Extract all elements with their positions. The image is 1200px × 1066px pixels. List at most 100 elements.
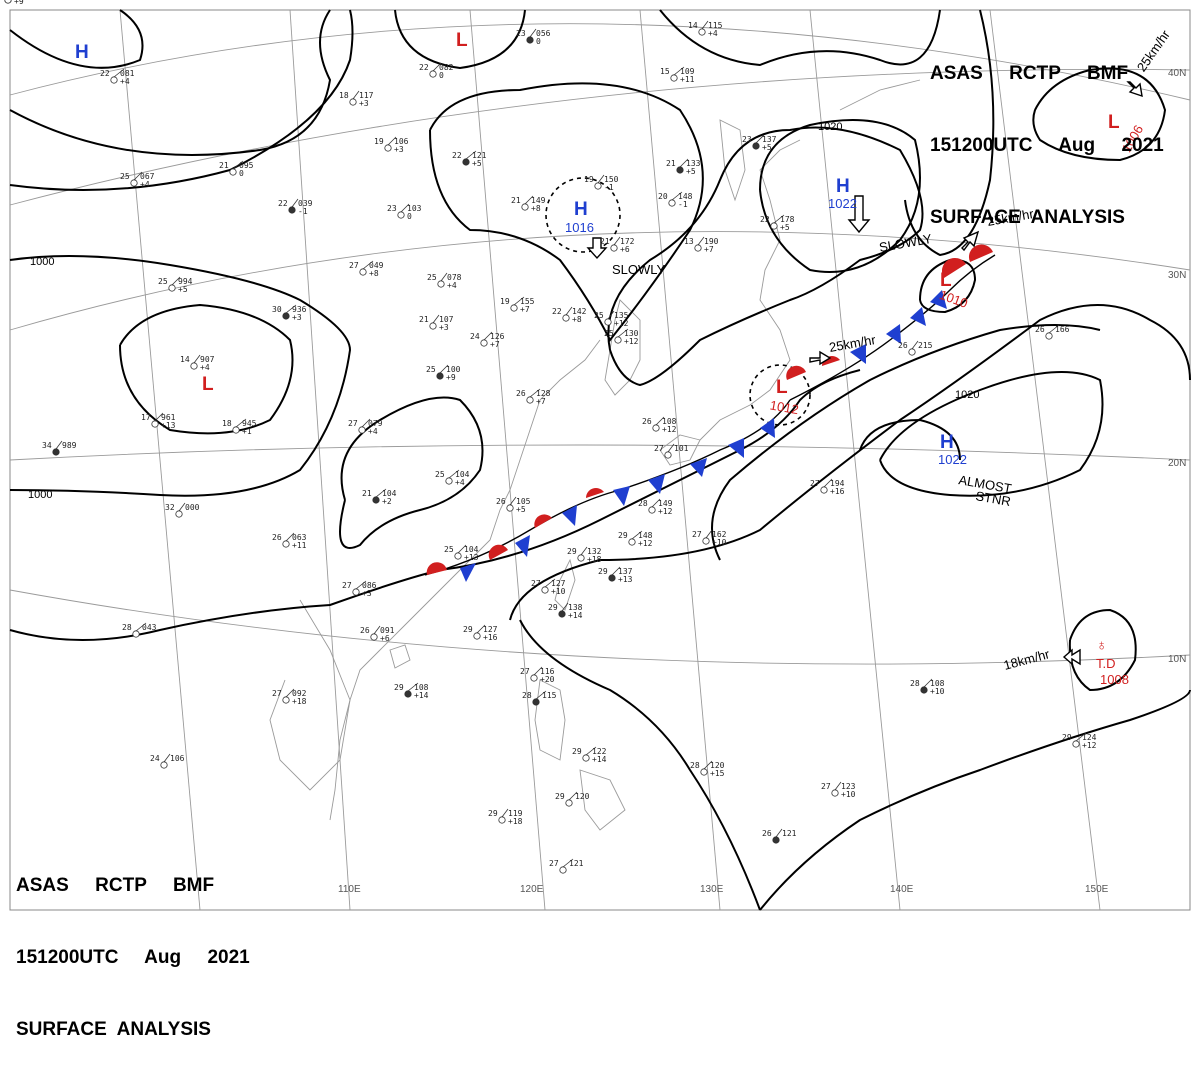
station-pressure: 108 xyxy=(930,679,945,688)
station-pressure: 067 xyxy=(140,172,155,181)
station-pressure: 148 xyxy=(638,531,653,540)
station-circle xyxy=(920,686,928,694)
station-tendency: +7 xyxy=(704,245,714,254)
station-plot: 19 106+3 xyxy=(374,136,409,154)
wind-barb xyxy=(565,306,573,316)
station-temp: 28 xyxy=(522,691,532,700)
station-tendency: +5 xyxy=(686,167,696,176)
wind-barb xyxy=(400,203,410,213)
meridian-120e xyxy=(469,9,546,911)
station-pressure: 122 xyxy=(592,747,607,756)
wind-barb xyxy=(561,602,569,612)
map-frame xyxy=(9,9,1191,911)
station-temp: 21 xyxy=(219,161,229,170)
coast-sakhalin xyxy=(719,119,746,202)
station-temp: 23 xyxy=(387,204,397,213)
station-circle xyxy=(648,506,656,514)
station-pressure: 107 xyxy=(439,315,454,324)
pressure-value: 1022 xyxy=(828,196,857,211)
isobar-label: 1020 xyxy=(955,389,979,401)
wind-barb xyxy=(834,781,842,791)
isobar-ne-loop xyxy=(1032,67,1167,162)
parallel-50n xyxy=(9,23,1191,101)
isobar-far-east xyxy=(711,324,1101,561)
lat-label: 20N xyxy=(1168,458,1186,469)
station-circle xyxy=(565,799,573,807)
station-plot: 21 133+5 xyxy=(666,158,701,176)
station-pressure: 078 xyxy=(447,273,462,282)
station-tendency: +14 xyxy=(414,691,429,700)
station-circle xyxy=(480,339,488,347)
station-plot: 25 130+12 xyxy=(604,328,639,346)
station-temp: 24 xyxy=(470,332,480,341)
station-tendency: +5 xyxy=(780,223,790,232)
wind-barb xyxy=(439,364,449,374)
station-tendency: +3 xyxy=(362,589,372,598)
isobar-hi-left xyxy=(859,418,961,461)
station-plot: 22 039-1 xyxy=(278,198,313,216)
station-circle xyxy=(698,28,706,36)
station-circle xyxy=(772,836,780,844)
station-pressure: 190 xyxy=(704,237,719,246)
station-circle xyxy=(132,630,140,638)
station-circle xyxy=(559,866,567,874)
station-pressure: 215 xyxy=(918,341,933,350)
pressure-value: 1022 xyxy=(938,452,967,467)
station-tendency: +12 xyxy=(638,539,653,548)
grid-labels: 110E 120E 130E 140E 150E 40N 30N 20N 10N xyxy=(338,68,1186,895)
motion-arrow-slowly-1 xyxy=(586,237,608,260)
wind-barb xyxy=(544,578,556,588)
station-tendency: +15 xyxy=(710,769,725,778)
station-tendency: 0 xyxy=(439,71,444,80)
station-circle xyxy=(506,504,514,512)
wind-barb xyxy=(193,354,201,364)
footer-line-2: 151200UTC Aug 2021 xyxy=(16,947,250,968)
station-circle xyxy=(820,486,828,494)
station-plot: 29 138+14 xyxy=(548,602,583,620)
station-pressure: 079 xyxy=(368,419,383,428)
station-tendency: +8 xyxy=(369,269,379,278)
station-tendency: +18 xyxy=(292,697,307,706)
station-tendency: +5 xyxy=(178,285,188,294)
wind-barb xyxy=(355,580,367,590)
station-plot: 18 945+1 xyxy=(222,418,257,436)
station-circle xyxy=(594,182,602,190)
station-temp: 27 xyxy=(821,782,831,791)
station-plot: 15 109+11 xyxy=(660,66,695,84)
station-circle xyxy=(359,268,367,276)
station-plot: 14 907+4 xyxy=(180,354,215,372)
station-plot: 25 135+12 xyxy=(594,310,629,328)
station-plot: 25 104+4 xyxy=(435,469,470,487)
station-circle xyxy=(175,510,183,518)
isobar-td xyxy=(1068,608,1137,692)
station-tendency: +4 xyxy=(455,478,465,487)
front-cold-symbol xyxy=(886,324,901,344)
wind-barb xyxy=(580,546,588,556)
motion-arrow-slowly-2 xyxy=(847,195,871,234)
station-pressure: 121 xyxy=(569,859,584,868)
station-temp: 14 xyxy=(688,21,698,30)
wind-barb xyxy=(1075,732,1087,742)
station-circle xyxy=(1072,740,1080,748)
station-plot: 28 149+12 xyxy=(638,498,673,516)
station-temp: 21 xyxy=(600,237,610,246)
station-plot: 26 091+6 xyxy=(360,625,395,643)
coastlines xyxy=(269,79,921,831)
station-pressure: 092 xyxy=(292,689,307,698)
wind-barb xyxy=(535,690,547,700)
station-pressure: 124 xyxy=(1082,733,1097,742)
station-circle xyxy=(510,304,518,312)
coast-philippines-south xyxy=(579,769,626,831)
station-tendency: +6 xyxy=(620,245,630,254)
wind-barb xyxy=(773,214,785,224)
station-tendency: +20 xyxy=(540,675,555,684)
low-center-symbol: L xyxy=(776,377,788,398)
motion-arrows xyxy=(586,81,1143,666)
isobar-north-2 xyxy=(394,9,526,70)
isobar-north-3 xyxy=(9,9,332,156)
station-circle xyxy=(664,451,672,459)
station-plot: 26 063+11 xyxy=(272,532,307,550)
station-pressure: 000 xyxy=(185,503,200,512)
